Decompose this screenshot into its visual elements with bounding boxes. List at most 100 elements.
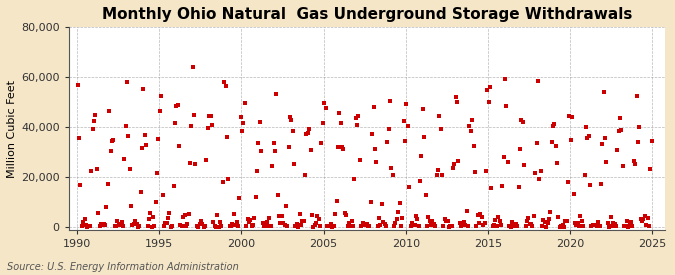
Point [623,225,634,229]
Point [356,224,367,228]
Point [385,99,396,103]
Point [426,222,437,227]
Point [357,221,368,226]
Point [220,84,231,89]
Point [308,225,319,229]
Point [253,141,264,145]
Point [541,225,551,229]
Point [505,224,516,229]
Point [276,214,287,218]
Point [236,114,246,119]
Point [554,224,565,229]
Point [256,149,267,153]
Point [422,224,433,228]
Point [325,222,336,226]
Point [601,160,612,164]
Point [171,104,182,108]
Point [461,208,472,213]
Point [333,145,344,149]
Point [446,224,457,228]
Point [439,217,450,221]
Point [392,217,402,221]
Point [616,127,627,132]
Point [157,193,168,197]
Point [628,159,639,163]
Point [265,224,276,228]
Point [208,220,219,224]
Point [580,124,591,129]
Point [135,190,146,194]
Point [457,222,468,226]
Point [413,224,424,228]
Point [273,214,284,218]
Point [105,149,116,153]
Point [595,182,606,186]
Point [97,223,108,227]
Point [562,219,572,223]
Point [566,138,576,142]
Point [78,219,88,224]
Point [639,214,650,219]
Point [100,223,111,227]
Point [74,136,84,140]
Point [637,219,647,224]
Point [485,85,495,89]
Point [148,215,159,219]
Point [570,220,580,225]
Point [197,222,208,227]
Point [405,224,416,228]
Point [76,224,87,228]
Point [184,160,195,165]
Point [487,223,498,228]
Point [641,223,651,227]
Point [201,158,212,162]
Point [481,169,491,173]
Point [460,223,470,227]
Point [83,223,94,228]
Point [643,224,654,228]
Point [575,214,586,219]
Point [223,177,234,181]
Point [289,161,300,166]
Point [479,221,490,225]
Point [302,131,313,135]
Point [259,223,269,228]
Point [534,177,545,182]
Point [284,145,294,149]
Point [324,224,335,229]
Point [527,224,538,229]
Point [196,219,207,224]
Point [112,218,123,223]
Point [194,221,205,226]
Text: Source: U.S. Energy Information Administration: Source: U.S. Energy Information Administ… [7,262,238,272]
Point [151,200,161,204]
Point [551,161,562,165]
Point [142,224,153,228]
Point [486,186,497,190]
Point [550,144,561,148]
Point [381,224,392,228]
Point [189,112,200,117]
Point [248,223,259,228]
Point [587,223,598,228]
Point [180,224,191,228]
Point [334,111,345,115]
Point [104,109,115,113]
Point [556,224,566,228]
Point [90,112,101,117]
Point [642,216,653,221]
Point [340,211,350,215]
Point [242,216,253,221]
Point [216,224,227,228]
Point [310,221,321,226]
Point [335,121,346,125]
Point [305,148,316,152]
Point [263,224,273,228]
Point [482,88,493,93]
Point [312,214,323,218]
Point [202,125,213,130]
Point [589,223,599,227]
Point [200,224,211,228]
Point [567,115,578,119]
Point [348,224,358,228]
